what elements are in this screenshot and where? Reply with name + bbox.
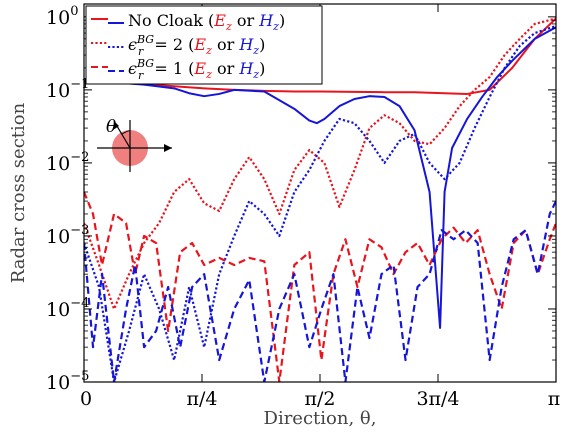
legend-entry-1: No Cloak (Ez or Hz) bbox=[128, 11, 285, 33]
y-tick-label: 100 bbox=[46, 4, 78, 29]
legend: No Cloak (Ez or Hz)ϵBG r = 2 (Ez or Hz)ϵB… bbox=[85, 5, 323, 85]
ticks: 100 10−1 10−2 10−3 10−4 10−50 π/4 π/2 3π/4 π bbox=[46, 4, 560, 410]
y-tick-label: 10−4 bbox=[46, 296, 89, 321]
y-tick-label: 10−3 bbox=[46, 223, 89, 248]
series-line-5 bbox=[84, 191, 556, 382]
y-tick-label: 10−1 bbox=[46, 77, 89, 102]
series-line-3 bbox=[84, 17, 556, 311]
series-line-6 bbox=[84, 200, 556, 382]
series-layer bbox=[84, 17, 556, 382]
series-line-4 bbox=[84, 24, 556, 382]
x-tick-label: π/2 bbox=[305, 388, 336, 410]
legend-entry-3: ϵBG r = 1 (Ez or Hz) bbox=[128, 57, 265, 82]
y-tick-label: 10−5 bbox=[46, 369, 89, 394]
inset-angle-arc bbox=[121, 130, 131, 135]
inset-angle-label: θ bbox=[106, 117, 116, 137]
inset-diagram: θ bbox=[97, 117, 172, 172]
arrow-icon bbox=[113, 121, 119, 130]
legend-entry-2: ϵBG r = 2 (Ez or Hz) bbox=[128, 33, 265, 58]
x-tick-label: 0 bbox=[80, 388, 92, 410]
y-axis-label: Radar cross section bbox=[8, 102, 29, 283]
arrow-icon bbox=[164, 144, 172, 152]
series-line-1 bbox=[84, 17, 556, 95]
x-tick-label: π/4 bbox=[187, 388, 218, 410]
x-axis-label: Direction, θ, bbox=[264, 408, 377, 429]
series-line-2 bbox=[84, 26, 556, 329]
x-tick-label: π bbox=[548, 388, 561, 410]
y-tick-label: 10−2 bbox=[46, 150, 89, 175]
x-tick-label: 3π/4 bbox=[416, 388, 459, 410]
legend-box bbox=[85, 5, 323, 85]
